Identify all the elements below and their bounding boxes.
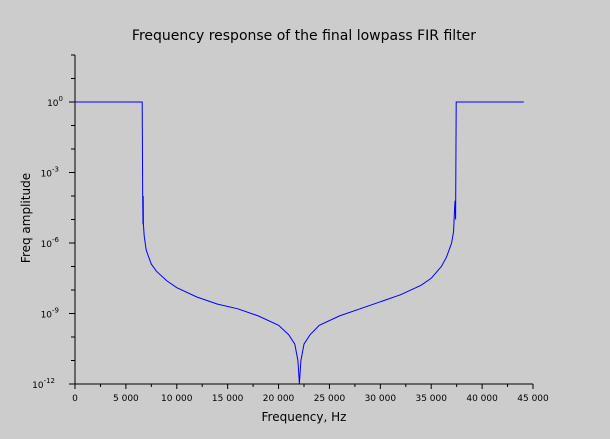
series-line-1 [75,101,524,385]
x-tick-label: 10 000 [161,394,193,404]
tick-group: 0 5 000 10 000 15 000 20 000 25 000 30 000 35 0… [32,54,549,404]
y-tick-label: 10-12 [32,377,55,391]
x-tick-label: 15 000 [212,394,244,404]
x-tick-label: 0 [72,394,78,404]
x-tick-label: 20 000 [263,394,295,404]
x-tick-label: 5 000 [113,394,139,404]
plot-area [75,101,524,385]
x-tick-label: 35 000 [415,394,447,404]
y-tick-label: 10-9 [41,307,59,321]
y-tick-label: 10-6 [41,236,60,250]
y-tick-label: 100 [47,95,63,109]
x-tick-label: 30 000 [365,394,397,404]
y-tick-label: 10-3 [41,166,59,180]
x-tick-label: 40 000 [466,394,498,404]
x-axis-label: Frequency, Hz [262,410,347,424]
y-axis-label: Freq amplitude [19,173,33,263]
x-tick-label: 25 000 [314,394,346,404]
x-tick-label: 45 000 [517,394,549,404]
chart-title: Frequency response of the final lowpass … [132,28,476,44]
